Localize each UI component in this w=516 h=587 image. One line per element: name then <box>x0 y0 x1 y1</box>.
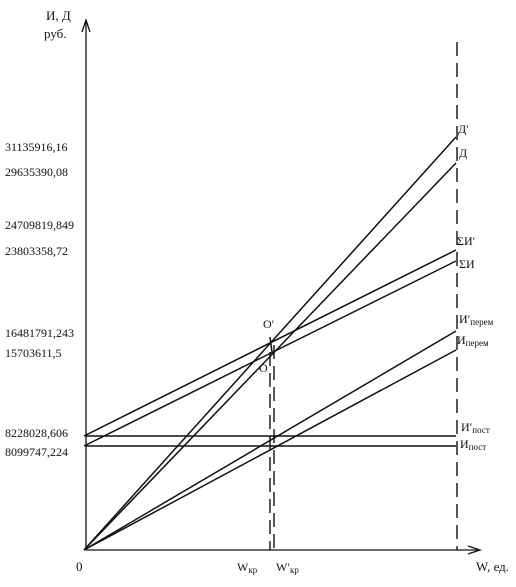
y-tick-label: 8099747,224 <box>5 445 68 459</box>
series-label: Д <box>459 146 467 160</box>
y-axis-unit: руб. <box>44 26 67 41</box>
y-tick-label: 8228028,606 <box>5 426 68 440</box>
y-tick-label: 15703611,5 <box>5 346 62 360</box>
series-label: И′пост <box>461 420 490 435</box>
y-tick-label: 23803358,72 <box>5 244 68 258</box>
y-axis-arrow <box>81 17 91 33</box>
break-even-marker <box>269 336 273 353</box>
series-label: Д′ <box>458 122 469 136</box>
point-label-o-prime: O′ <box>263 317 275 331</box>
y-tick-label: 31135916,16 <box>5 140 68 154</box>
series-line <box>83 260 457 447</box>
x-axis-title: W, ед. <box>476 559 509 574</box>
y-tick-label: 24709819,849 <box>5 218 74 232</box>
series-line <box>83 162 457 551</box>
series-label: Ипост <box>460 437 486 452</box>
x-tick-label-wkr: Wкр <box>237 560 258 575</box>
series-line <box>83 330 457 551</box>
x-tick-label-wkr-prime: W′кр <box>276 560 299 575</box>
series-label: ΣИ′ <box>457 234 476 248</box>
series-label: ΣИ <box>459 257 475 271</box>
origin-label: 0 <box>76 559 83 574</box>
x-axis-arrow <box>467 545 483 555</box>
series-line <box>83 249 457 437</box>
y-tick-label: 16481791,243 <box>5 326 74 340</box>
series-line <box>83 349 457 551</box>
series-label: И′перем <box>459 312 494 327</box>
y-axis-title: И, Д <box>46 8 71 23</box>
series-label: Иперем <box>457 333 489 348</box>
y-tick-label: 29635390,08 <box>5 165 68 179</box>
point-label-o: O <box>259 361 268 375</box>
